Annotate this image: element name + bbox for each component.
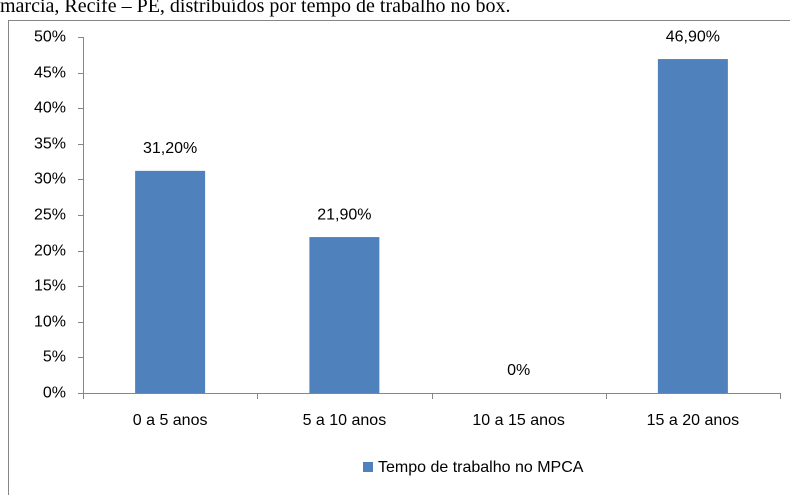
- bar: [309, 237, 380, 393]
- x-tick-label: 10 a 15 anos: [472, 412, 565, 429]
- data-label: 46,90%: [666, 28, 720, 45]
- x-tick-label: 5 a 10 anos: [303, 412, 387, 429]
- y-tick-label: 30%: [34, 171, 66, 188]
- y-tick-label: 25%: [34, 207, 66, 224]
- bar: [657, 59, 728, 394]
- y-tick-label: 50%: [34, 29, 66, 46]
- y-tick-label: 40%: [34, 100, 66, 117]
- y-tick-label: 45%: [34, 65, 66, 82]
- bar: [135, 170, 206, 393]
- y-tick-label: 0%: [43, 385, 66, 402]
- data-label: 21,90%: [317, 206, 371, 223]
- y-tick-label: 20%: [34, 243, 66, 260]
- x-tick-label: 15 a 20 anos: [647, 412, 740, 429]
- y-tick-label: 15%: [34, 278, 66, 295]
- y-tick-label: 35%: [34, 136, 66, 153]
- x-tick-label: 0 a 5 anos: [133, 412, 208, 429]
- caption: marcia, Recife – PE, distribuídos por te…: [0, 0, 510, 17]
- y-tick-label: 10%: [34, 314, 66, 331]
- y-tick-label: 5%: [43, 349, 66, 366]
- legend-label: Tempo de trabalho no MPCA: [378, 459, 584, 476]
- data-label: 0%: [507, 362, 530, 379]
- data-label: 31,20%: [143, 140, 197, 157]
- legend-swatch: [363, 462, 373, 472]
